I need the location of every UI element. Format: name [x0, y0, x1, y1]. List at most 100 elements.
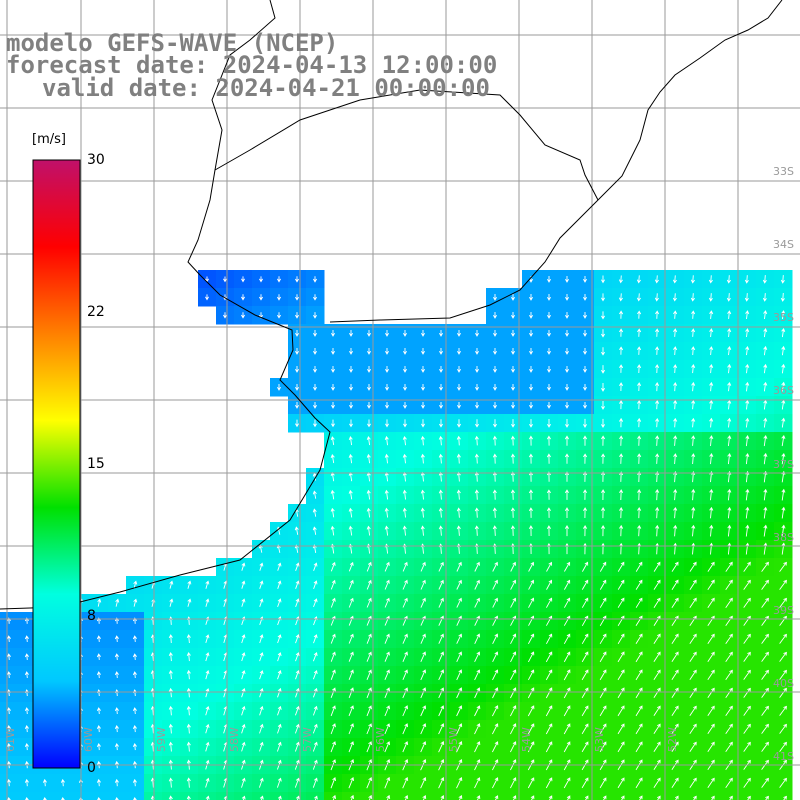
- wind-arrow: [583, 312, 587, 319]
- wind-arrow: [673, 399, 678, 410]
- wind-arrow: [581, 741, 589, 753]
- wind-arrow: [563, 669, 571, 681]
- wind-arrow: [601, 347, 605, 356]
- wind-arrow: [528, 597, 535, 608]
- wind-arrow: [294, 526, 299, 535]
- lat-label: 41S: [773, 750, 794, 763]
- wind-arrow: [259, 276, 263, 283]
- wind-arrow: [205, 723, 210, 734]
- wind-arrow: [366, 597, 372, 608]
- wind-speed-cell: [342, 792, 361, 800]
- wind-arrow: [492, 453, 497, 464]
- wind-arrow: [599, 579, 607, 590]
- wind-arrow: [474, 777, 481, 789]
- wind-arrow: [599, 669, 607, 681]
- wind-arrow: [637, 400, 642, 410]
- lon-label: 53W: [593, 727, 606, 752]
- wind-arrow: [530, 795, 535, 800]
- wind-arrow: [313, 384, 317, 391]
- wind-arrow: [709, 417, 714, 428]
- wind-arrow: [581, 705, 589, 717]
- wind-arrow: [438, 669, 445, 681]
- wind-arrow: [725, 741, 733, 752]
- wind-arrow: [475, 384, 479, 391]
- wind-arrow: [781, 435, 786, 447]
- wind-arrow: [510, 615, 517, 626]
- wind-arrow: [510, 633, 517, 645]
- wind-arrow: [295, 562, 300, 571]
- wind-arrow: [457, 330, 461, 337]
- wind-arrow: [509, 741, 517, 753]
- wind-arrow: [439, 366, 443, 373]
- wind-arrow: [673, 328, 678, 337]
- wind-arrow: [745, 453, 750, 465]
- wind-arrow: [599, 723, 607, 735]
- colorbar-gradient: [32, 159, 81, 769]
- wind-arrow: [675, 795, 679, 800]
- wind-arrow: [186, 795, 191, 800]
- wind-arrow: [725, 777, 733, 788]
- wind-arrow: [132, 743, 137, 751]
- wind-arrow: [330, 705, 336, 717]
- wind-arrow: [636, 293, 641, 302]
- wind-arrow: [367, 402, 371, 409]
- wind-arrow: [456, 561, 462, 572]
- wind-arrow: [564, 597, 571, 608]
- wind-arrow: [546, 615, 553, 626]
- wind-arrow: [384, 507, 389, 518]
- wind-arrow: [366, 525, 371, 536]
- wind-arrow: [438, 615, 444, 626]
- wind-arrow: [762, 275, 767, 284]
- wind-arrow: [763, 363, 768, 374]
- wind-speed-cell: [126, 792, 145, 800]
- wind-arrow: [781, 363, 786, 374]
- wind-arrow: [763, 452, 768, 465]
- wind-arrow: [727, 524, 732, 537]
- wind-arrow: [132, 671, 137, 679]
- wind-arrow: [637, 524, 642, 537]
- wind-arrow: [384, 669, 390, 680]
- wind-arrow: [114, 671, 119, 679]
- wind-arrow: [762, 293, 767, 302]
- wind-arrow: [689, 597, 697, 608]
- wind-arrow: [438, 741, 445, 753]
- wind-arrow: [313, 580, 318, 590]
- wind-arrow: [689, 777, 697, 788]
- wind-arrow: [655, 506, 660, 519]
- wind-arrow: [438, 453, 443, 464]
- wind-speed-cell: [522, 792, 541, 800]
- wind-arrow: [511, 312, 515, 319]
- wind-arrow: [474, 471, 479, 482]
- wind-arrow: [456, 579, 462, 590]
- wind-arrow: [420, 777, 427, 789]
- wind-arrow: [438, 651, 445, 662]
- wind-arrow: [619, 310, 624, 319]
- wind-arrow: [689, 579, 697, 590]
- wind-arrow: [637, 453, 642, 464]
- wind-arrow: [366, 723, 373, 735]
- wind-arrow: [259, 795, 264, 800]
- wind-arrow: [744, 293, 749, 302]
- wind-arrow: [761, 633, 769, 644]
- wind-arrow: [456, 507, 461, 518]
- wind-arrow: [420, 435, 425, 446]
- wind-arrow: [420, 741, 427, 753]
- wind-speed-cell: [468, 792, 487, 800]
- wind-arrow: [312, 526, 317, 535]
- wind-arrow: [259, 652, 264, 662]
- wind-arrow: [691, 381, 696, 392]
- wind-arrow: [527, 777, 535, 789]
- wind-arrow: [564, 435, 569, 446]
- wind-arrow: [348, 687, 354, 699]
- wind-arrow: [259, 562, 264, 571]
- wind-arrow: [114, 725, 119, 733]
- wind-arrow: [330, 579, 336, 590]
- wind-arrow: [635, 651, 643, 663]
- wind-arrow: [332, 794, 337, 800]
- wind-arrow: [744, 275, 749, 284]
- wind-arrow: [529, 366, 533, 373]
- wind-arrow: [761, 651, 769, 662]
- wind-arrow: [492, 669, 499, 681]
- wind-arrow: [6, 743, 11, 751]
- wind-arrow: [761, 687, 769, 698]
